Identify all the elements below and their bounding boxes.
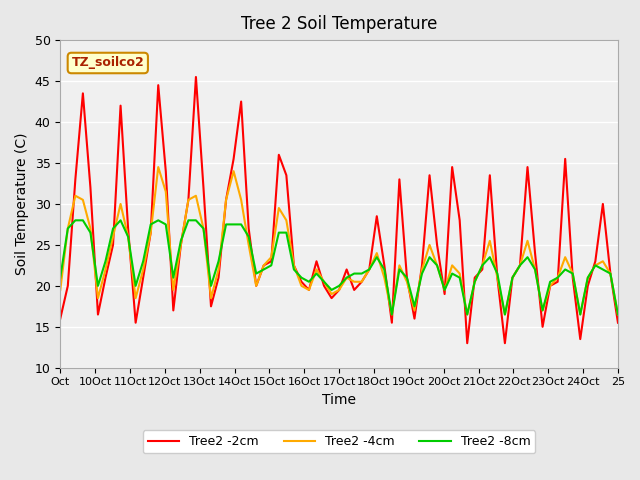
Tree2 -8cm <box>516 263 524 268</box>
Tree2 -4cm <box>154 164 162 170</box>
Tree2 -8cm <box>531 266 539 272</box>
Tree2 -4cm <box>516 263 524 268</box>
Line: Tree2 -8cm: Tree2 -8cm <box>60 220 618 314</box>
Tree2 -8cm <box>614 312 622 317</box>
Tree2 -4cm <box>56 287 64 293</box>
Tree2 -2cm <box>102 275 109 280</box>
Tree2 -4cm <box>102 266 109 272</box>
Tree2 -2cm <box>56 316 64 322</box>
Tree2 -2cm <box>463 340 471 346</box>
Tree2 -8cm <box>569 271 577 276</box>
Tree2 -8cm <box>509 275 516 280</box>
Tree2 -2cm <box>509 275 516 280</box>
Tree2 -2cm <box>516 263 524 268</box>
Tree2 -8cm <box>109 226 117 231</box>
Tree2 -2cm <box>493 275 501 280</box>
Tree2 -8cm <box>388 312 396 317</box>
Line: Tree2 -4cm: Tree2 -4cm <box>60 167 618 314</box>
Tree2 -4cm <box>614 312 622 317</box>
Y-axis label: Soil Temperature (C): Soil Temperature (C) <box>15 132 29 275</box>
Tree2 -8cm <box>493 271 501 276</box>
Tree2 -4cm <box>531 266 539 272</box>
Tree2 -2cm <box>192 74 200 80</box>
Tree2 -2cm <box>569 275 577 280</box>
Tree2 -8cm <box>56 275 64 280</box>
Tree2 -8cm <box>72 217 79 223</box>
Tree2 -4cm <box>493 275 501 280</box>
Tree2 -4cm <box>569 271 577 276</box>
Line: Tree2 -2cm: Tree2 -2cm <box>60 77 618 343</box>
Tree2 -4cm <box>509 275 516 280</box>
Title: Tree 2 Soil Temperature: Tree 2 Soil Temperature <box>241 15 437 33</box>
X-axis label: Time: Time <box>322 393 356 407</box>
Tree2 -2cm <box>531 250 539 256</box>
Tree2 -4cm <box>388 312 396 317</box>
Text: TZ_soilco2: TZ_soilco2 <box>72 57 144 70</box>
Tree2 -2cm <box>614 320 622 325</box>
Legend: Tree2 -2cm, Tree2 -4cm, Tree2 -8cm: Tree2 -2cm, Tree2 -4cm, Tree2 -8cm <box>143 430 536 453</box>
